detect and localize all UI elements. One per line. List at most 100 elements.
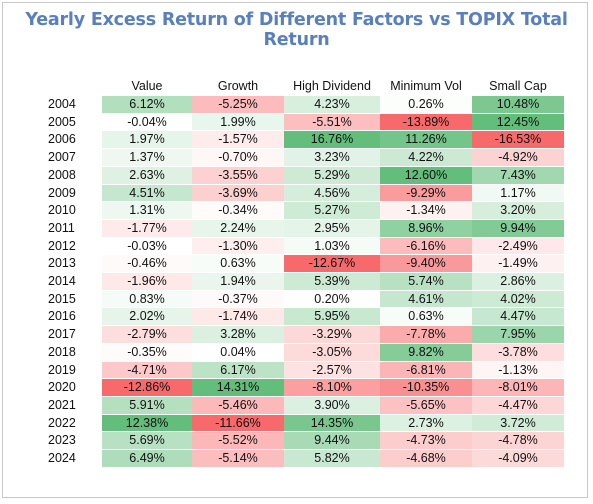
cell-growth: 0.04% — [192, 343, 284, 362]
table-row: 2004 6.12% -5.25% 4.23% 0.26% 10.48% — [48, 96, 564, 114]
cell-minimum-vol: -6.16% — [380, 237, 472, 256]
row-label-year: 2012 — [48, 238, 76, 253]
cell-minimum-vol: 9.82% — [380, 343, 472, 362]
cell-growth: 1.94% — [192, 272, 284, 291]
heatmap-table: Value Growth High Dividend Minimum Vol S… — [48, 76, 564, 468]
cell-high-dividend: 4.23% — [284, 96, 380, 114]
cell-value: -0.04% — [102, 113, 192, 132]
cell-minimum-vol: -5.65% — [380, 396, 472, 415]
cell-minimum-vol: 2.73% — [380, 414, 472, 433]
cell-value: 6.12% — [102, 96, 192, 114]
cell-growth: -1.30% — [192, 237, 284, 256]
cell-high-dividend: 2.95% — [284, 219, 380, 238]
cell-small-cap: 7.95% — [472, 325, 564, 344]
column-header-growth: Growth — [217, 79, 259, 93]
table-row: 2010 1.31% -0.34% 5.27% -1.34% 3.20% — [48, 201, 564, 220]
cell-high-dividend: -3.05% — [284, 343, 380, 362]
row-label-year: 2007 — [48, 150, 76, 165]
cell-minimum-vol: 11.26% — [380, 130, 472, 150]
cell-value: -4.71% — [102, 361, 192, 380]
row-label-year: 2017 — [48, 327, 76, 342]
table-body: 2004 6.12% -5.25% 4.23% 0.26% 10.48% 2005 -0.04… — [48, 96, 564, 468]
cell-small-cap: 3.20% — [472, 201, 564, 220]
cell-growth: -0.37% — [192, 290, 284, 309]
cell-small-cap: -4.92% — [472, 148, 564, 167]
cell-minimum-vol: -4.73% — [380, 431, 472, 451]
cell-small-cap: -8.01% — [472, 378, 564, 397]
cell-small-cap: -1.13% — [472, 361, 564, 380]
table-row: 2023 5.69% -5.52% 9.44% -4.73% -4.78% — [48, 431, 564, 451]
cell-minimum-vol: -13.89% — [380, 113, 472, 132]
cell-value: 1.37% — [102, 148, 192, 167]
cell-growth: 3.28% — [192, 325, 284, 344]
row-label-year: 2018 — [48, 344, 76, 359]
cell-value: 2.63% — [102, 166, 192, 185]
row-label-year: 2021 — [48, 397, 76, 412]
cell-value: -12.86% — [102, 378, 192, 397]
corner-header — [48, 76, 102, 96]
table-row: 2006 1.97% -1.57% 16.76% 11.26% -16.53% — [48, 130, 564, 150]
cell-value: 4.51% — [102, 184, 192, 203]
cell-growth: -0.34% — [192, 201, 284, 220]
cell-growth: -5.14% — [192, 449, 284, 468]
cell-minimum-vol: -10.35% — [380, 378, 472, 397]
cell-value: -0.46% — [102, 254, 192, 274]
cell-small-cap: -4.78% — [472, 431, 564, 451]
cell-growth: -1.57% — [192, 130, 284, 150]
row-label-year: 2011 — [48, 220, 75, 235]
cell-minimum-vol: -9.40% — [380, 254, 472, 274]
cell-small-cap: 10.48% — [472, 96, 564, 114]
cell-high-dividend: 4.56% — [284, 184, 380, 203]
row-label-year: 2010 — [48, 203, 76, 218]
cell-small-cap: -2.49% — [472, 237, 564, 256]
cell-value: -0.03% — [102, 237, 192, 256]
table-row: 2021 5.91% -5.46% 3.90% -5.65% -4.47% — [48, 396, 564, 415]
table-row: 2015 0.83% -0.37% 0.20% 4.61% 4.02% — [48, 290, 564, 309]
table-row: 2007 1.37% -0.70% 3.23% 4.22% -4.92% — [48, 148, 564, 167]
table-row: 2008 2.63% -3.55% 5.29% 12.60% 7.43% — [48, 166, 564, 185]
cell-small-cap: -16.53% — [472, 130, 564, 150]
cell-minimum-vol: 4.61% — [380, 290, 472, 309]
cell-minimum-vol: -1.34% — [380, 201, 472, 220]
table-row: 2005 -0.04% 1.99% -5.51% -13.89% 12.45% — [48, 113, 564, 132]
column-header-value: Value — [131, 79, 163, 93]
cell-small-cap: 9.94% — [472, 219, 564, 238]
cell-small-cap: 12.45% — [472, 113, 564, 132]
cell-high-dividend: 5.82% — [284, 449, 380, 468]
cell-small-cap: -1.49% — [472, 254, 564, 274]
cell-high-dividend: 3.90% — [284, 396, 380, 415]
cell-high-dividend: 5.29% — [284, 166, 380, 185]
row-label-year: 2023 — [48, 433, 76, 448]
cell-growth: -11.66% — [192, 414, 284, 433]
cell-value: -0.35% — [102, 343, 192, 362]
cell-small-cap: 3.72% — [472, 414, 564, 433]
table-row: 2016 2.02% -1.74% 5.95% 0.63% 4.47% — [48, 307, 564, 327]
cell-minimum-vol: 4.22% — [380, 148, 472, 167]
cell-growth: 6.17% — [192, 361, 284, 380]
cell-high-dividend: -5.51% — [284, 113, 380, 132]
cell-high-dividend: 5.95% — [284, 307, 380, 327]
cell-growth: -3.55% — [192, 166, 284, 185]
cell-growth: -3.69% — [192, 184, 284, 203]
cell-high-dividend: -8.10% — [284, 378, 380, 397]
cell-growth: -1.74% — [192, 307, 284, 327]
table-row: 2020 -12.86% 14.31% -8.10% -10.35% -8.01% — [48, 378, 564, 397]
cell-high-dividend: 5.39% — [284, 272, 380, 291]
row-label-year: 2020 — [48, 380, 76, 395]
cell-minimum-vol: -6.81% — [380, 361, 472, 380]
cell-high-dividend: -3.29% — [284, 325, 380, 344]
cell-value: 2.02% — [102, 307, 192, 327]
cell-small-cap: -3.78% — [472, 343, 564, 362]
cell-minimum-vol: 12.60% — [380, 166, 472, 185]
row-label-year: 2006 — [48, 132, 76, 147]
cell-value: 1.97% — [102, 130, 192, 150]
table-row: 2013 -0.46% 0.63% -12.67% -9.40% -1.49% — [48, 254, 564, 274]
cell-high-dividend: -12.67% — [284, 254, 380, 274]
row-label-year: 2024 — [48, 451, 76, 466]
row-label-year: 2015 — [48, 291, 76, 306]
cell-minimum-vol: -4.68% — [380, 449, 472, 468]
table-row: 2017 -2.79% 3.28% -3.29% -7.78% 7.95% — [48, 325, 564, 344]
cell-growth: -0.70% — [192, 148, 284, 167]
cell-small-cap: -4.47% — [472, 396, 564, 415]
table-row: 2019 -4.71% 6.17% -2.57% -6.81% -1.13% — [48, 361, 564, 380]
